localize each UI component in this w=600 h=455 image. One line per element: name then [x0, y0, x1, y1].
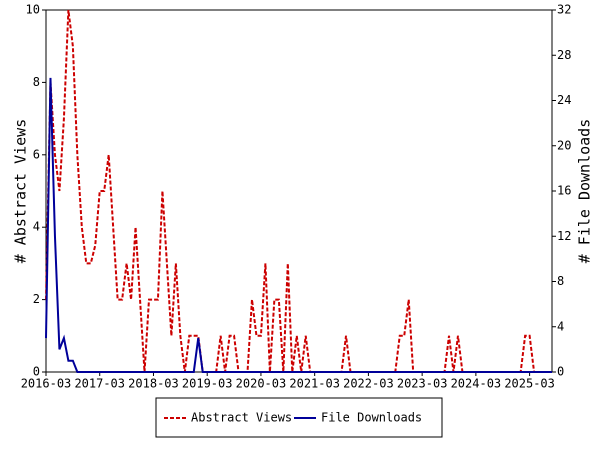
y-tick-label: 4: [33, 220, 40, 234]
y-tick-label: 0: [33, 365, 40, 379]
x-tick-label: 2022-03: [343, 377, 394, 391]
y2-tick-label: 16: [557, 184, 571, 198]
legend-label: File Downloads: [321, 411, 422, 425]
x-tick-label: 2024-03: [451, 377, 502, 391]
x-tick-label: 2018-03: [128, 377, 179, 391]
legend-label: Abstract Views: [191, 411, 292, 425]
plot-frame: [45, 9, 553, 373]
y2-tick-label: 8: [557, 274, 564, 288]
x-tick-label: 2020-03: [236, 377, 287, 391]
y-tick-label: 6: [33, 147, 40, 161]
x-tick-label: 2019-03: [182, 377, 233, 391]
y-axis-label: # Abstract Views: [12, 119, 30, 264]
y2-tick-label: 4: [557, 319, 564, 333]
x-tick-label: 2017-03: [74, 377, 125, 391]
series-line: [45, 77, 552, 373]
y2-tick-label: 24: [557, 93, 571, 107]
x-tick-label: 2023-03: [397, 377, 448, 391]
y2-tick-label: 28: [557, 48, 571, 62]
x-tick-label: 2016-03: [21, 377, 72, 391]
y-tick-label: 10: [26, 3, 40, 17]
series-line: [45, 9, 552, 373]
y2-axis-label: # File Downloads: [576, 119, 594, 264]
y-tick-label: 8: [33, 75, 40, 89]
y2-tick-label: 32: [557, 3, 571, 17]
x-tick-label: 2025-03: [504, 377, 555, 391]
x-tick-label: 2021-03: [289, 377, 340, 391]
y2-tick-label: 20: [557, 138, 571, 152]
y2-tick-label: 12: [557, 229, 571, 243]
y-tick-label: 2: [33, 292, 40, 306]
y2-tick-label: 0: [557, 365, 564, 379]
